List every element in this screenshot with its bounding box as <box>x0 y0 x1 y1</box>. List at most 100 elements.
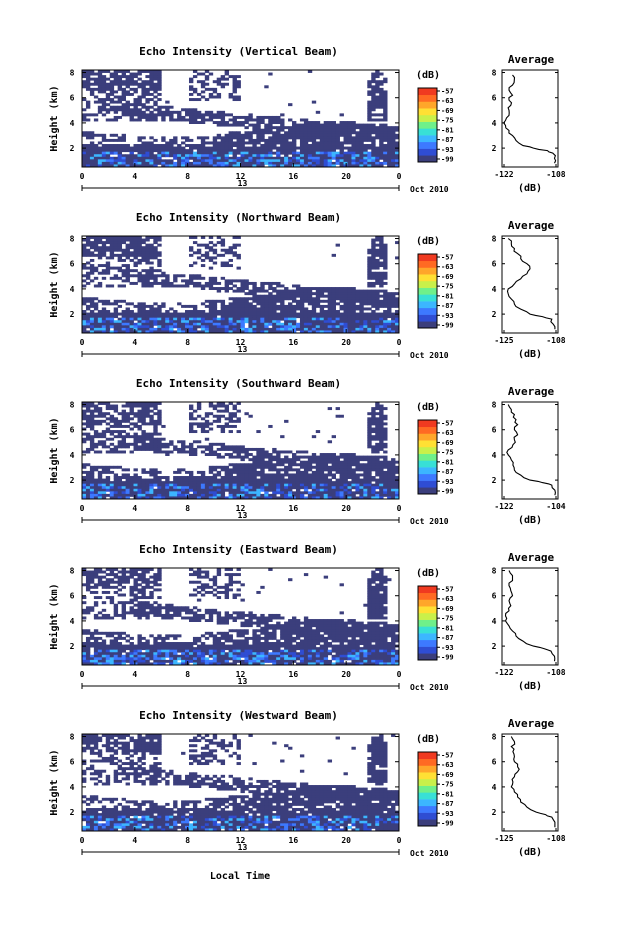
heatmap-cell <box>367 100 372 104</box>
heatmap-cell <box>256 455 261 459</box>
heatmap-cell <box>303 478 309 482</box>
heatmap-cell <box>315 463 321 467</box>
heatmap-cell <box>129 258 134 262</box>
heatmap-cell <box>177 144 182 147</box>
heatmap-cell <box>248 164 253 167</box>
heatmap-cell <box>319 126 325 130</box>
heatmap-cell <box>367 131 372 135</box>
heatmap-cell <box>383 159 388 163</box>
heatmap-cell <box>232 488 237 492</box>
heatmap-cell <box>252 330 257 333</box>
heatmap-cell <box>105 468 111 472</box>
heatmap-cell <box>145 258 150 262</box>
heatmap-cell <box>93 156 99 160</box>
heatmap-cell <box>335 491 340 495</box>
heatmap-cell <box>280 138 285 142</box>
heatmap-cell <box>121 325 126 329</box>
heatmap-cell <box>165 496 170 499</box>
heatmap-cell <box>85 75 91 79</box>
heatmap-cell <box>299 491 305 495</box>
heatmap-cell <box>236 302 241 306</box>
heatmap-cell <box>367 315 372 319</box>
heatmap-cell <box>212 156 218 160</box>
heatmap-cell <box>232 493 237 497</box>
heatmap-cell <box>101 445 107 449</box>
heatmap-cell <box>256 294 261 298</box>
heatmap-cell <box>319 146 325 150</box>
heatmap-cell <box>232 447 237 451</box>
heatmap-cell <box>125 478 130 482</box>
heatmap-cell <box>284 159 289 163</box>
heatmap-cell <box>284 491 289 495</box>
heatmap-cell <box>280 468 285 472</box>
heatmap-cell <box>137 156 142 160</box>
heatmap-cell <box>315 110 321 114</box>
heatmap-cell <box>208 327 214 331</box>
heatmap-cell <box>165 327 170 331</box>
heatmap-cell <box>220 136 226 140</box>
heatmap-cell <box>228 123 233 127</box>
heatmap-cell <box>264 330 269 333</box>
heatmap-cell <box>236 164 241 167</box>
heatmap-cell <box>339 128 344 132</box>
heatmap-cell <box>367 118 372 122</box>
heatmap-cell <box>248 486 253 490</box>
heatmap-cell <box>252 463 257 467</box>
heatmap-cell <box>109 317 115 321</box>
heatmap-cell <box>82 243 87 247</box>
heatmap-cell <box>200 95 206 99</box>
heatmap-cell <box>113 430 119 434</box>
heatmap-cell <box>93 322 99 326</box>
heatmap-cell <box>208 236 214 239</box>
heatmap-cell <box>97 310 103 313</box>
heatmap-cell <box>371 427 376 431</box>
heatmap-cell <box>85 407 91 411</box>
heatmap-cell <box>272 463 277 467</box>
heatmap-cell <box>331 133 336 137</box>
heatmap-cell <box>395 144 399 147</box>
heatmap-cell <box>319 151 325 155</box>
heatmap-cell <box>236 123 241 127</box>
heatmap-cell <box>351 287 356 290</box>
heatmap-cell <box>153 407 158 411</box>
heatmap-cell <box>347 317 352 321</box>
heatmap-cell <box>145 304 150 308</box>
heatmap-cell <box>157 442 162 446</box>
heatmap-cell <box>327 133 333 137</box>
heatmap-cell <box>137 491 142 495</box>
heatmap-cell <box>256 463 261 467</box>
heatmap-cell <box>149 144 154 147</box>
heatmap-cell <box>276 159 281 163</box>
heatmap-cell <box>351 138 356 142</box>
heatmap-cell <box>149 164 154 167</box>
heatmap-cell <box>129 108 134 112</box>
heatmap-cell <box>311 154 317 158</box>
heatmap-cell <box>299 486 305 490</box>
heatmap-cell <box>375 317 380 321</box>
heatmap-cell <box>157 476 162 479</box>
heatmap-cell <box>85 414 91 418</box>
heatmap-cell <box>89 241 95 245</box>
heatmap-cell <box>89 417 95 421</box>
heatmap-cell <box>367 248 372 252</box>
heatmap-cell <box>299 470 305 474</box>
heatmap-cell <box>383 289 388 293</box>
heatmap-cell <box>379 105 384 109</box>
heatmap-cell <box>280 133 285 137</box>
heatmap-cell <box>395 310 399 313</box>
heatmap-cell <box>371 458 376 462</box>
heatmap-cell <box>141 70 146 73</box>
heatmap-cell <box>133 161 138 165</box>
heatmap-cell <box>161 493 166 497</box>
heatmap-cell <box>173 320 178 324</box>
heatmap-cell <box>371 238 376 242</box>
heatmap-cell <box>97 317 103 321</box>
heatmap-cell <box>101 154 107 158</box>
heatmap-cell <box>256 473 261 477</box>
heatmap-cell <box>153 327 158 331</box>
heatmap-cell <box>125 75 130 79</box>
heatmap-cell <box>236 297 241 301</box>
heatmap-cell <box>204 98 210 102</box>
heatmap-cell <box>133 468 138 472</box>
heatmap-cell <box>383 330 388 333</box>
